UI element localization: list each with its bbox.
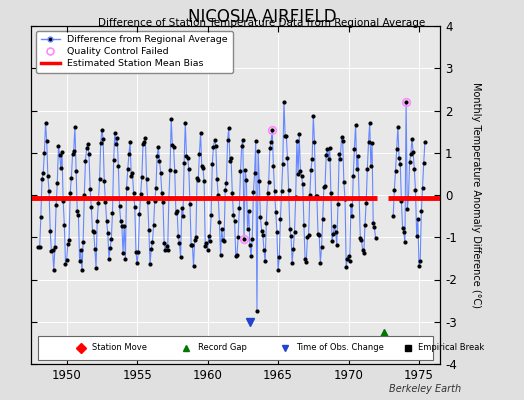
Text: Difference of Station Temperature Data from Regional Average: Difference of Station Temperature Data f… bbox=[99, 18, 425, 28]
Text: Empirical Break: Empirical Break bbox=[418, 344, 484, 352]
Text: Station Move: Station Move bbox=[92, 344, 147, 352]
Legend: Difference from Regional Average, Quality Control Failed, Estimated Station Mean: Difference from Regional Average, Qualit… bbox=[36, 31, 233, 73]
Text: NICOSIA AIRFIELD: NICOSIA AIRFIELD bbox=[188, 8, 336, 26]
Bar bbox=[38, 336, 433, 360]
Text: Record Gap: Record Gap bbox=[198, 344, 247, 352]
Text: Time of Obs. Change: Time of Obs. Change bbox=[297, 344, 384, 352]
Y-axis label: Monthly Temperature Anomaly Difference (°C): Monthly Temperature Anomaly Difference (… bbox=[471, 82, 481, 308]
Text: Berkeley Earth: Berkeley Earth bbox=[389, 384, 461, 394]
